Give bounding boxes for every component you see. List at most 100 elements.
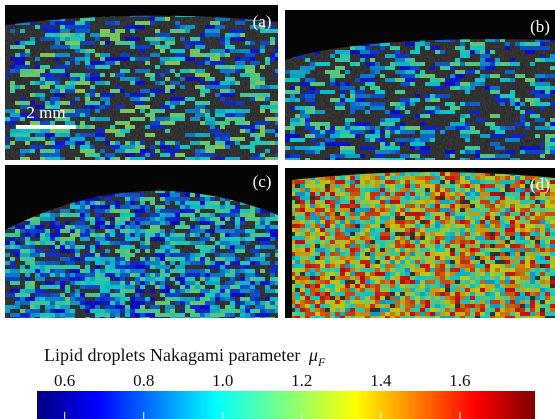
overlay-cell <box>70 101 75 105</box>
overlay-cell <box>370 268 375 272</box>
overlay-cell <box>95 37 100 41</box>
overlay-cell <box>235 257 240 261</box>
overlay-cell <box>45 229 50 233</box>
overlay-cell <box>275 301 285 305</box>
overlay-cell <box>115 57 130 61</box>
overlay-cell <box>265 129 275 133</box>
overlay-cell <box>100 157 105 161</box>
overlay-cell <box>465 216 470 220</box>
overlay-cell <box>390 62 395 66</box>
overlay-cell <box>110 141 115 145</box>
overlay-cell <box>130 29 135 33</box>
overlay-cell <box>485 256 490 260</box>
overlay-cell <box>515 224 520 228</box>
overlay-cell <box>230 297 235 301</box>
overlay-cell <box>90 229 95 233</box>
overlay-cell <box>385 142 390 146</box>
overlay-cell <box>95 133 105 137</box>
overlay-cell <box>550 200 555 204</box>
overlay-cell <box>330 264 335 268</box>
overlay-cell <box>380 216 390 220</box>
overlay-cell <box>325 212 330 216</box>
overlay-cell <box>105 313 110 317</box>
overlay-cell <box>20 289 25 293</box>
overlay-cell <box>495 256 500 260</box>
overlay-cell <box>10 57 25 61</box>
overlay-cell <box>130 201 135 205</box>
overlay-cell <box>390 184 395 188</box>
overlay-cell <box>285 134 300 138</box>
overlay-cell <box>65 37 70 41</box>
overlay-cell <box>315 126 320 130</box>
overlay-cell <box>285 78 300 82</box>
overlay-cell <box>255 157 265 161</box>
overlay-cell <box>155 217 160 221</box>
overlay-cell <box>125 193 140 197</box>
overlay-cell <box>170 105 175 109</box>
overlay-cell <box>285 154 290 158</box>
overlay-cell <box>325 200 330 204</box>
overlay-cell <box>70 37 80 41</box>
overlay-cell <box>505 228 515 232</box>
overlay-cell <box>315 232 320 236</box>
overlay-cell <box>80 113 85 117</box>
overlay-cell <box>455 284 460 288</box>
overlay-cell <box>400 228 405 232</box>
overlay-cell <box>125 141 130 145</box>
overlay-cell <box>385 316 390 320</box>
overlay-cell <box>180 261 185 265</box>
overlay-cell <box>260 109 265 113</box>
overlay-cell <box>355 256 360 260</box>
overlay-cell <box>40 261 45 265</box>
overlay-cell <box>475 130 480 134</box>
overlay-cell <box>15 137 30 141</box>
overlay-cell <box>430 248 435 252</box>
overlay-cell <box>465 176 470 180</box>
overlay-cell <box>380 292 385 296</box>
overlay-cell <box>320 180 325 184</box>
overlay-cell <box>430 66 435 70</box>
overlay-cell <box>80 277 85 281</box>
overlay-cell <box>500 78 510 82</box>
overlay-cell <box>425 252 430 256</box>
overlay-cell <box>235 69 240 73</box>
overlay-cell <box>135 225 140 229</box>
overlay-cell <box>445 280 450 284</box>
overlay-cell <box>510 184 515 188</box>
overlay-cell <box>405 208 410 212</box>
overlay-cell <box>250 85 255 89</box>
overlay-cell <box>385 204 390 208</box>
overlay-cell <box>515 180 520 184</box>
overlay-cell <box>405 110 410 114</box>
overlay-cell <box>90 85 95 89</box>
overlay-cell <box>260 153 265 157</box>
overlay-cell <box>470 272 475 276</box>
overlay-cell <box>435 196 440 200</box>
overlay-cell <box>550 268 555 272</box>
overlay-cell <box>510 300 515 304</box>
overlay-cell <box>295 224 300 228</box>
overlay-cell <box>190 53 200 57</box>
overlay-cell <box>270 213 275 217</box>
overlay-cell <box>130 225 135 229</box>
overlay-cell <box>365 188 370 192</box>
overlay-cell <box>160 261 165 265</box>
overlay-cell <box>210 301 215 305</box>
overlay-cell <box>120 289 135 293</box>
overlay-cell <box>135 297 145 301</box>
overlay-cell <box>525 126 530 130</box>
overlay-cell <box>315 292 320 296</box>
overlay-cell <box>195 157 200 161</box>
overlay-cell <box>490 142 500 146</box>
overlay-cell <box>230 233 240 237</box>
overlay-cell <box>490 134 505 138</box>
overlay-cell <box>400 154 410 158</box>
overlay-cell <box>105 21 115 25</box>
overlay-cell <box>235 37 240 41</box>
overlay-cell <box>230 261 240 265</box>
overlay-cell <box>545 58 555 62</box>
overlay-cell <box>360 268 370 272</box>
overlay-cell <box>460 244 465 248</box>
overlay-cell <box>50 217 55 221</box>
overlay-cell <box>510 268 515 272</box>
